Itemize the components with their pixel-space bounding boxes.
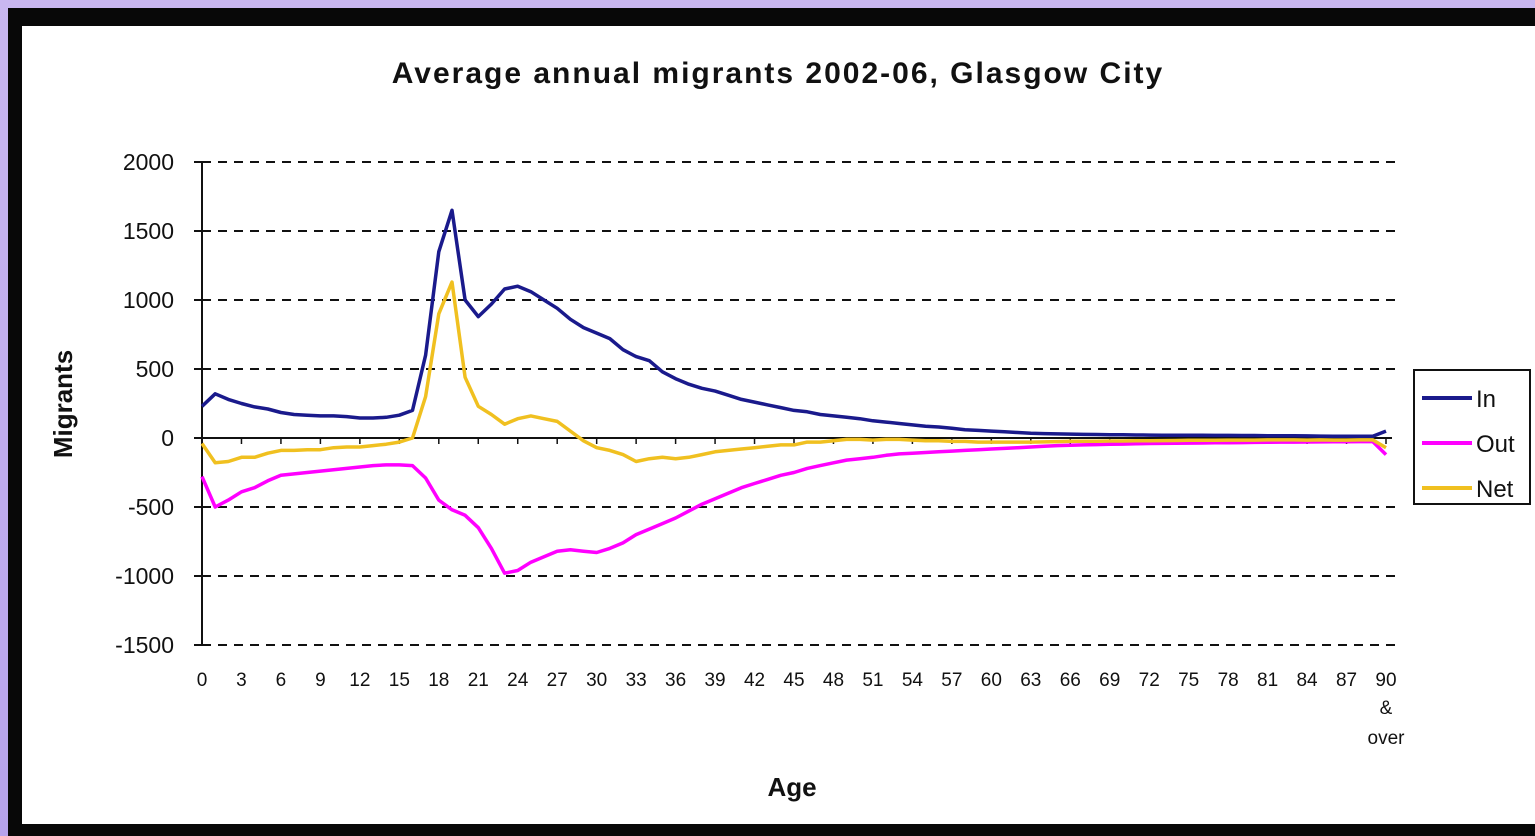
x-tick-label: 54: [902, 670, 924, 691]
chart-panel: [22, 26, 1535, 824]
x-tick-label: 63: [1020, 670, 1041, 691]
y-tick-label: -500: [128, 494, 174, 520]
x-tick-label-extra: &: [1380, 698, 1393, 719]
legend-label-out: Out: [1476, 431, 1515, 458]
x-tick-label: 60: [981, 670, 1002, 691]
legend-box: [1413, 369, 1531, 505]
x-tick-label: 27: [547, 670, 568, 691]
x-tick-label: 39: [704, 670, 725, 691]
legend: In Out Net: [1413, 369, 1531, 505]
x-tick-label: 45: [783, 670, 804, 691]
legend-label-in: In: [1476, 386, 1496, 413]
x-tick-label: 9: [315, 670, 326, 691]
x-tick-label: 51: [862, 670, 883, 691]
x-tick-label: 15: [389, 670, 410, 691]
x-tick-label: 57: [941, 670, 962, 691]
x-tick-label: 0: [197, 670, 208, 691]
gridlines: [201, 161, 1400, 646]
x-tick-label: 21: [468, 670, 489, 691]
chart-title: Average annual migrants 2002-06, Glasgow…: [392, 57, 1164, 90]
x-tick-label: 12: [349, 670, 370, 691]
y-tick-label: 2000: [123, 149, 174, 175]
x-axis-ticks: 0 3 6 9 12 15 18 21 24 27 30 33 36 39 42 45 48 51 54 57 60 63…: [197, 438, 1405, 749]
series-line-in: [200, 208, 1387, 439]
y-tick-label: 1500: [123, 218, 174, 244]
x-tick-label: 42: [744, 670, 765, 691]
x-tick-label: 72: [1139, 670, 1160, 691]
series-lines: [200, 208, 1388, 575]
x-tick-label: 48: [823, 670, 844, 691]
x-tick-label: 87: [1336, 670, 1357, 691]
x-tick-label: 84: [1296, 670, 1318, 691]
x-tick-label: 78: [1218, 670, 1239, 691]
x-tick-label: 75: [1178, 670, 1199, 691]
y-tick-label: -1500: [115, 632, 174, 658]
series-line-out: [200, 439, 1388, 575]
x-tick-label: 24: [507, 670, 529, 691]
x-axis-title: Age: [767, 772, 816, 802]
y-axis-ticks: 2000 1500 1000 500 0 -500 -1000 -1500: [115, 149, 202, 658]
y-axis-title: Migrants: [48, 350, 78, 458]
x-tick-label: 33: [626, 670, 647, 691]
x-tick-label: 69: [1099, 670, 1120, 691]
x-tick-label: 81: [1257, 670, 1278, 691]
legend-label-net: Net: [1476, 476, 1514, 503]
y-tick-label: 500: [136, 356, 174, 382]
x-tick-label: 3: [236, 670, 247, 691]
x-tick-label: 6: [276, 670, 287, 691]
y-tick-label: -1000: [115, 563, 174, 589]
x-tick-label-extra: over: [1368, 728, 1406, 749]
x-tick-label: 90: [1375, 670, 1396, 691]
x-tick-label: 30: [586, 670, 607, 691]
x-tick-label: 66: [1060, 670, 1081, 691]
y-tick-label: 1000: [123, 287, 174, 313]
x-tick-label: 18: [428, 670, 449, 691]
series-line-net: [200, 280, 1387, 465]
y-tick-label: 0: [161, 425, 174, 451]
x-tick-label: 36: [665, 670, 686, 691]
